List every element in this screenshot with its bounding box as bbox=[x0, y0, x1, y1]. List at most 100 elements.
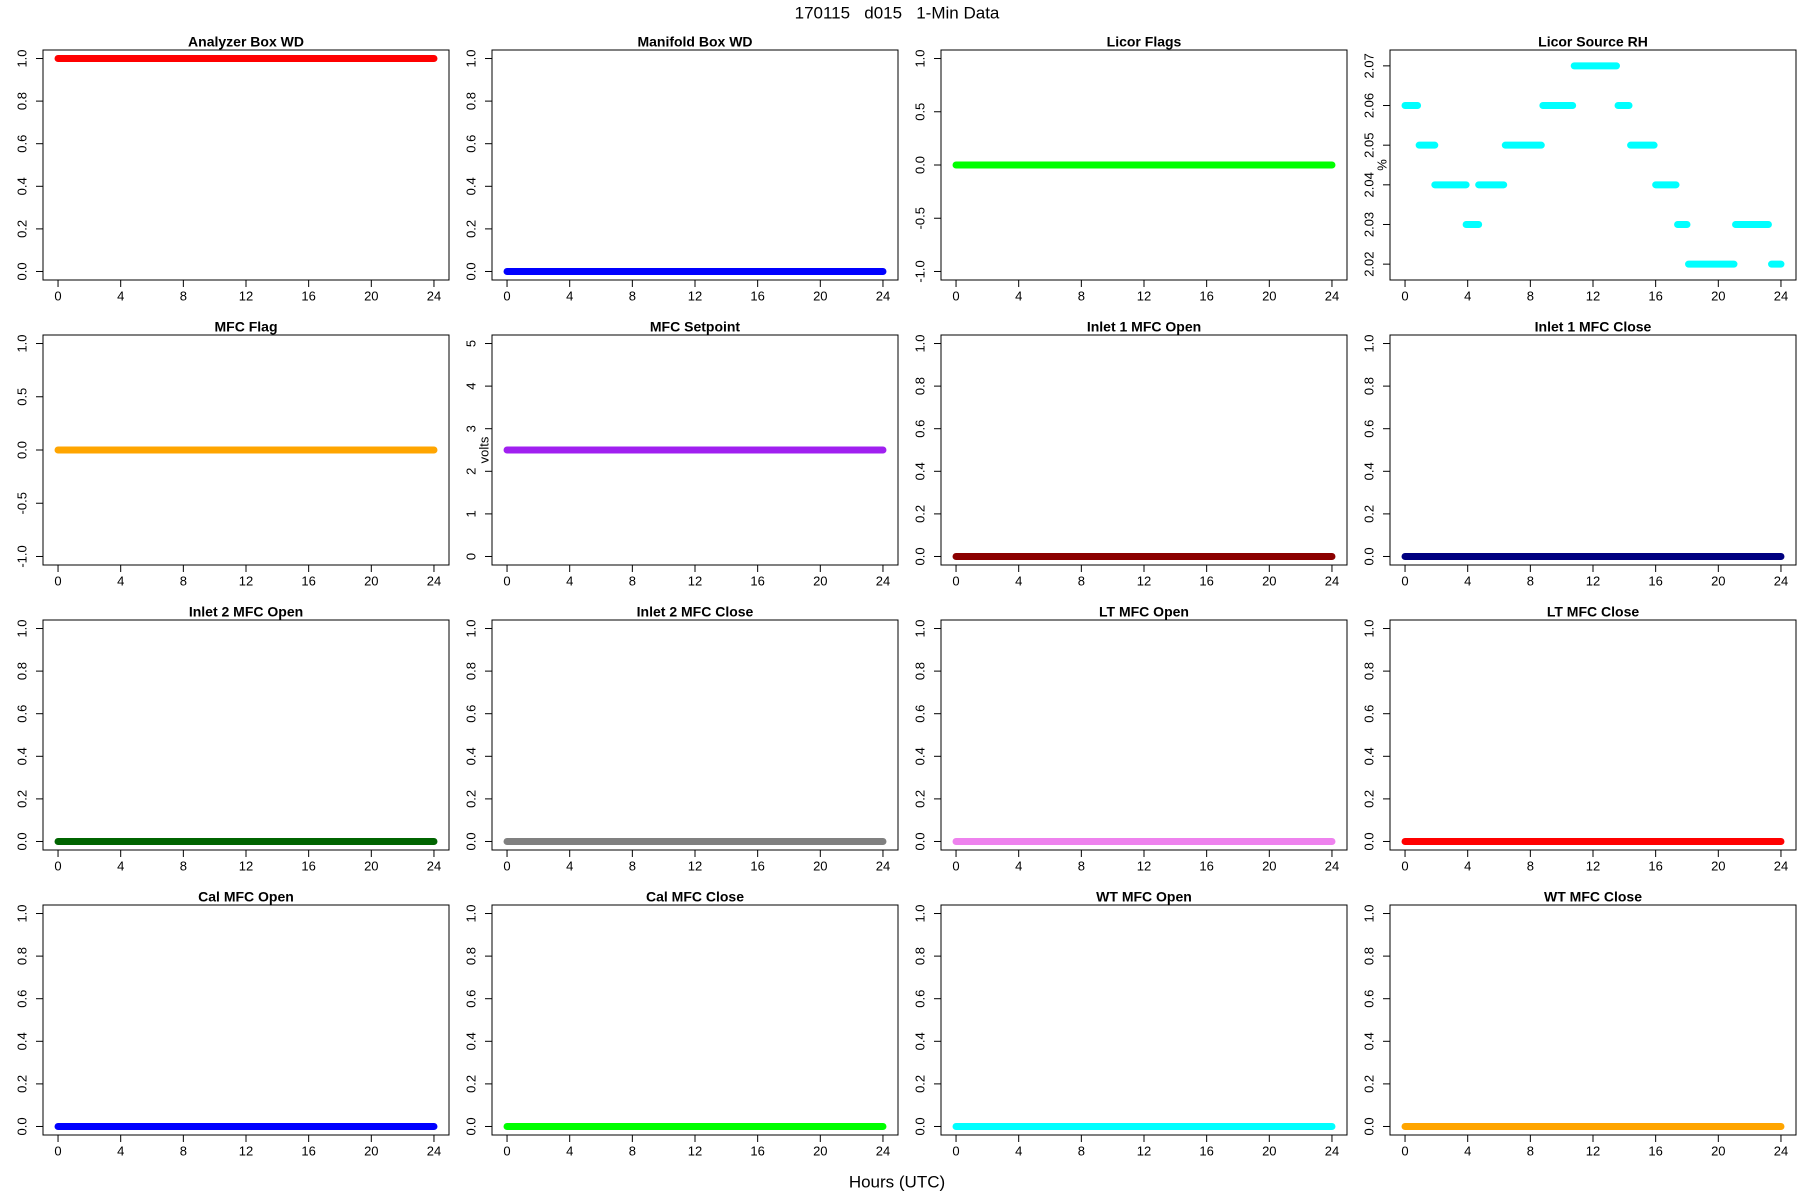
x-tick-label: 8 bbox=[1078, 858, 1085, 873]
panel-title: Cal MFC Open bbox=[198, 889, 294, 905]
x-tick-label: 16 bbox=[750, 858, 764, 873]
y-tick-label: 0.6 bbox=[1361, 705, 1376, 723]
x-tick-label: 20 bbox=[364, 858, 378, 873]
panel: Inlet 1 MFC Close 0 4 8 12 16 20 24 0.0 0.2 0.4 0.6… bbox=[1361, 319, 1797, 588]
x-tick-label: 24 bbox=[1774, 573, 1788, 588]
x-tick-label: 4 bbox=[566, 858, 573, 873]
x-tick-label: 0 bbox=[952, 1143, 959, 1158]
y-tick-label: 0.0 bbox=[463, 1117, 478, 1135]
x-tick-label: 16 bbox=[750, 573, 764, 588]
x-tick-label: 4 bbox=[1464, 288, 1471, 303]
x-tick-label: 0 bbox=[1401, 858, 1408, 873]
x-tick-label: 4 bbox=[1464, 573, 1471, 588]
y-tick-label: 2.05 bbox=[1361, 133, 1376, 158]
y-tick-label: 0.0 bbox=[1361, 832, 1376, 850]
x-tick-label: 4 bbox=[117, 1143, 124, 1158]
y-tick-label: -0.5 bbox=[14, 492, 29, 514]
y-tick-label: 4 bbox=[463, 382, 478, 389]
y-tick-label: 0 bbox=[463, 553, 478, 560]
plot-frame bbox=[940, 619, 1348, 851]
panel-title: WT MFC Open bbox=[1096, 889, 1192, 905]
x-tick-label: 12 bbox=[1586, 288, 1600, 303]
x-tick-label: 24 bbox=[427, 573, 441, 588]
x-tick-label: 4 bbox=[117, 573, 124, 588]
plot-area bbox=[1401, 62, 1785, 268]
x-tick-label: 12 bbox=[239, 1143, 253, 1158]
panel: Cal MFC Open 0 4 8 12 16 20 24 0.0 0.2 0.4 0.6 0.8 1.… bbox=[14, 889, 450, 1158]
y-tick-label: 0.8 bbox=[14, 92, 29, 110]
y-tick-label: 0.0 bbox=[1361, 1117, 1376, 1135]
panel: Inlet 2 MFC Close 0 4 8 12 16 20 24 0.0 0.2 0.4 0.6… bbox=[463, 604, 899, 873]
y-tick-label: 2.06 bbox=[1361, 93, 1376, 118]
y-tick-label: 2.07 bbox=[1361, 53, 1376, 78]
y-tick-label: 0.4 bbox=[912, 1032, 927, 1050]
x-tick-label: 12 bbox=[688, 1143, 702, 1158]
x-tick-label: 0 bbox=[503, 573, 510, 588]
y-tick-label: 0.5 bbox=[912, 103, 927, 121]
x-tick-label: 12 bbox=[1586, 1143, 1600, 1158]
x-tick-label: 16 bbox=[301, 288, 315, 303]
x-tick-label: 0 bbox=[952, 573, 959, 588]
y-tick-label: 1.0 bbox=[463, 904, 478, 922]
data-line bbox=[1401, 62, 1785, 268]
x-tick-label: 4 bbox=[566, 1143, 573, 1158]
y-tick-label: 2.03 bbox=[1361, 212, 1376, 237]
y-tick-label: 0.6 bbox=[463, 990, 478, 1008]
x-tick-label: 0 bbox=[1401, 1143, 1408, 1158]
y-tick-label: 0.4 bbox=[14, 747, 29, 765]
x-tick-label: 20 bbox=[1262, 858, 1276, 873]
panel: Cal MFC Close 0 4 8 12 16 20 24 0.0 0.2 0.4 0.6 0.8 1… bbox=[463, 889, 899, 1158]
x-tick-label: 12 bbox=[239, 573, 253, 588]
panel-title: MFC Flag bbox=[215, 319, 278, 335]
y-tick-label: 0.0 bbox=[463, 832, 478, 850]
panel: Inlet 2 MFC Open 0 4 8 12 16 20 24 0.0 0.2 0.4 0.6 0… bbox=[14, 604, 450, 873]
x-tick-label: 16 bbox=[301, 573, 315, 588]
plot-frame bbox=[1389, 49, 1797, 281]
x-tick-label: 8 bbox=[1527, 288, 1534, 303]
y-tick-label: 3 bbox=[463, 425, 478, 432]
x-tick-label: 16 bbox=[750, 1143, 764, 1158]
panel: Manifold Box WD 0 4 8 12 16 20 24 0.0 0.2 0.4 0.6 0.… bbox=[463, 34, 899, 303]
y-tick-label: 1.0 bbox=[912, 334, 927, 352]
x-tick-label: 8 bbox=[1078, 1143, 1085, 1158]
x-tick-label: 8 bbox=[1527, 1143, 1534, 1158]
panel-title: WT MFC Close bbox=[1544, 889, 1642, 905]
y-tick-label: 0.6 bbox=[14, 135, 29, 153]
y-tick-label: 0.5 bbox=[14, 388, 29, 406]
plot-frame bbox=[1389, 334, 1797, 566]
x-tick-label: 4 bbox=[1464, 858, 1471, 873]
y-tick-label: 0.4 bbox=[463, 177, 478, 195]
y-tick-label: 0.2 bbox=[463, 1075, 478, 1093]
x-tick-label: 16 bbox=[1648, 858, 1662, 873]
plot-frame bbox=[1389, 904, 1797, 1136]
y-tick-label: 0.0 bbox=[912, 1117, 927, 1135]
x-tick-label: 24 bbox=[876, 858, 890, 873]
x-tick-label: 16 bbox=[1199, 288, 1213, 303]
x-tick-label: 0 bbox=[54, 288, 61, 303]
y-tick-label: 0.8 bbox=[1361, 947, 1376, 965]
x-tick-label: 12 bbox=[688, 573, 702, 588]
x-tick-label: 8 bbox=[629, 858, 636, 873]
panel-title: Licor Source RH bbox=[1538, 34, 1648, 50]
y-tick-label: 0.6 bbox=[14, 990, 29, 1008]
y-tick-label: 0.2 bbox=[912, 505, 927, 523]
x-tick-label: 12 bbox=[1137, 573, 1151, 588]
x-tick-label: 24 bbox=[1325, 1143, 1339, 1158]
x-tick-label: 12 bbox=[1586, 573, 1600, 588]
plot-frame bbox=[42, 904, 450, 1136]
panel-title: Cal MFC Close bbox=[646, 889, 744, 905]
panel: LT MFC Close 0 4 8 12 16 20 24 0.0 0.2 0.4 0.6 0.8 1.… bbox=[1361, 604, 1797, 873]
y-tick-label: 0.4 bbox=[1361, 1032, 1376, 1050]
y-tick-label: 1 bbox=[463, 510, 478, 517]
y-tick-label: 0.0 bbox=[1361, 547, 1376, 565]
y-tick-label: 0.2 bbox=[14, 220, 29, 238]
x-tick-label: 20 bbox=[1262, 288, 1276, 303]
x-tick-label: 8 bbox=[629, 1143, 636, 1158]
plot-frame bbox=[940, 334, 1348, 566]
y-tick-label: 0.4 bbox=[1361, 747, 1376, 765]
x-tick-label: 12 bbox=[1137, 288, 1151, 303]
y-tick-label: 2.04 bbox=[1361, 172, 1376, 197]
y-tick-label: 0.2 bbox=[463, 790, 478, 808]
